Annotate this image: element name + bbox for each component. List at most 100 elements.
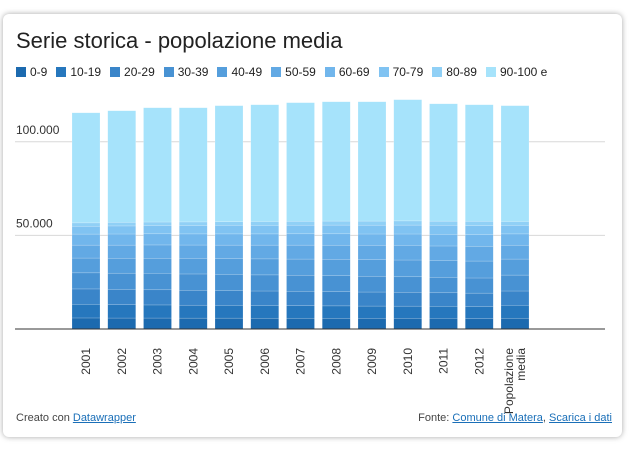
bar-segment: [179, 225, 208, 235]
bar-segment: [393, 276, 422, 293]
bar-segment: [322, 275, 351, 292]
bar-segment: [286, 275, 315, 292]
bar-segment: [500, 305, 530, 319]
bar-segment: [250, 258, 279, 276]
bar-segment: [465, 260, 494, 279]
bar-segment: [286, 233, 315, 246]
legend-label: 0-9: [30, 65, 48, 79]
bar-segment: [71, 225, 101, 235]
bar-segment: [286, 221, 315, 226]
x-tick-label: 2002: [115, 348, 129, 375]
bar-segment: [107, 289, 136, 306]
bar-segment: [107, 110, 136, 223]
chart: 50.000 100.000 2001 2002 2003 2004 2005 2006 200…: [15, 99, 605, 414]
legend-swatch: [378, 67, 389, 77]
legend: 0-9 10-19 20-29 30-39 40-49 50-59 60-69 70-79 80…: [16, 63, 622, 81]
bar-segment: [214, 305, 244, 319]
bar-segment: [179, 107, 208, 223]
bar-segment: [71, 304, 101, 319]
bar-segment: [500, 233, 530, 246]
bar-segment: [214, 317, 244, 330]
bar-segment: [429, 245, 458, 261]
bar-segment: [250, 104, 279, 222]
source-link[interactable]: Scarica i dati: [549, 412, 612, 424]
credit-link[interactable]: Datawrapper: [72, 412, 136, 424]
x-tick-label: 2011: [437, 348, 451, 374]
bar-segment: [143, 225, 172, 235]
bar-segment: [214, 221, 244, 226]
bar-segment: [322, 318, 351, 330]
bar-segment: [393, 233, 422, 246]
legend-swatch: [485, 67, 496, 77]
x-tick-label: 2008: [329, 348, 343, 375]
bar-segment: [107, 272, 136, 290]
bar-segment: [357, 245, 387, 260]
bar-segment: [71, 317, 101, 330]
bar-segment: [465, 292, 494, 307]
bar-segment: [250, 225, 279, 235]
bar-segment: [71, 222, 101, 227]
chart-title: Serie storica - popolazione media: [16, 28, 343, 53]
bar-segment: [465, 306, 494, 319]
bar-segment: [429, 225, 458, 235]
bar-segment: [286, 305, 315, 319]
x-tick-label: 2010: [401, 348, 415, 375]
bar-segment: [500, 105, 530, 222]
bar-segment: [500, 258, 530, 276]
bar-segment: [429, 292, 458, 307]
bar-segment: [71, 244, 101, 259]
bar-segment: [143, 304, 172, 319]
source-link[interactable]: Comune di Matera: [452, 412, 543, 424]
bar-segment: [322, 259, 351, 276]
bar-segment: [429, 103, 458, 222]
legend-swatch: [324, 67, 335, 77]
bar-segment: [71, 288, 101, 305]
bar-segment: [143, 273, 172, 291]
bar-segment: [322, 220, 351, 226]
bar-segment: [429, 306, 458, 319]
bar-segment: [214, 290, 244, 306]
bar-segment: [143, 317, 172, 330]
bar-segment: [286, 244, 315, 260]
bar-segment: [143, 257, 172, 274]
credit-text: Creato con: [16, 412, 70, 424]
legend-item: 80-89: [432, 63, 477, 81]
bar-segment: [393, 305, 422, 319]
bar-segment: [393, 318, 422, 330]
legend-item: 40-49: [217, 63, 262, 81]
x-tick-label: 2012: [472, 348, 486, 375]
bar-segment: [179, 273, 208, 291]
bar-segment: [286, 317, 315, 330]
bar-segment: [393, 292, 422, 307]
bar-segment: [357, 305, 387, 319]
legend-label: 20-29: [124, 65, 155, 79]
bar-segment: [286, 224, 315, 235]
bar-segment: [429, 260, 458, 278]
bar-segment: [179, 258, 208, 275]
legend-label: 50-59: [285, 65, 316, 79]
bar-segment: [429, 234, 458, 247]
x-tick-label: 2001: [79, 348, 93, 375]
bar-segment: [179, 244, 208, 259]
bar-segment: [465, 246, 494, 262]
bar-segment: [214, 225, 244, 235]
bar-segment: [250, 305, 279, 319]
bar-segment: [357, 224, 387, 235]
bar-segment: [357, 220, 387, 226]
bar-segment: [286, 291, 315, 306]
x-tick-label: 2003: [151, 348, 165, 375]
bar-segment: [500, 225, 530, 235]
x-tick-label: 2005: [222, 348, 236, 375]
bar-segment: [393, 259, 422, 278]
bar-segment: [357, 291, 387, 307]
legend-label: 70-79: [392, 65, 424, 79]
bar-segment: [107, 222, 136, 227]
bar-segment: [143, 244, 172, 259]
bar-segment: [214, 244, 244, 259]
bar-segment: [465, 221, 494, 226]
bar-segment: [322, 224, 351, 235]
bar-segment: [107, 317, 136, 330]
bar-segment: [107, 244, 136, 259]
source-text: Fonte:: [418, 412, 450, 424]
